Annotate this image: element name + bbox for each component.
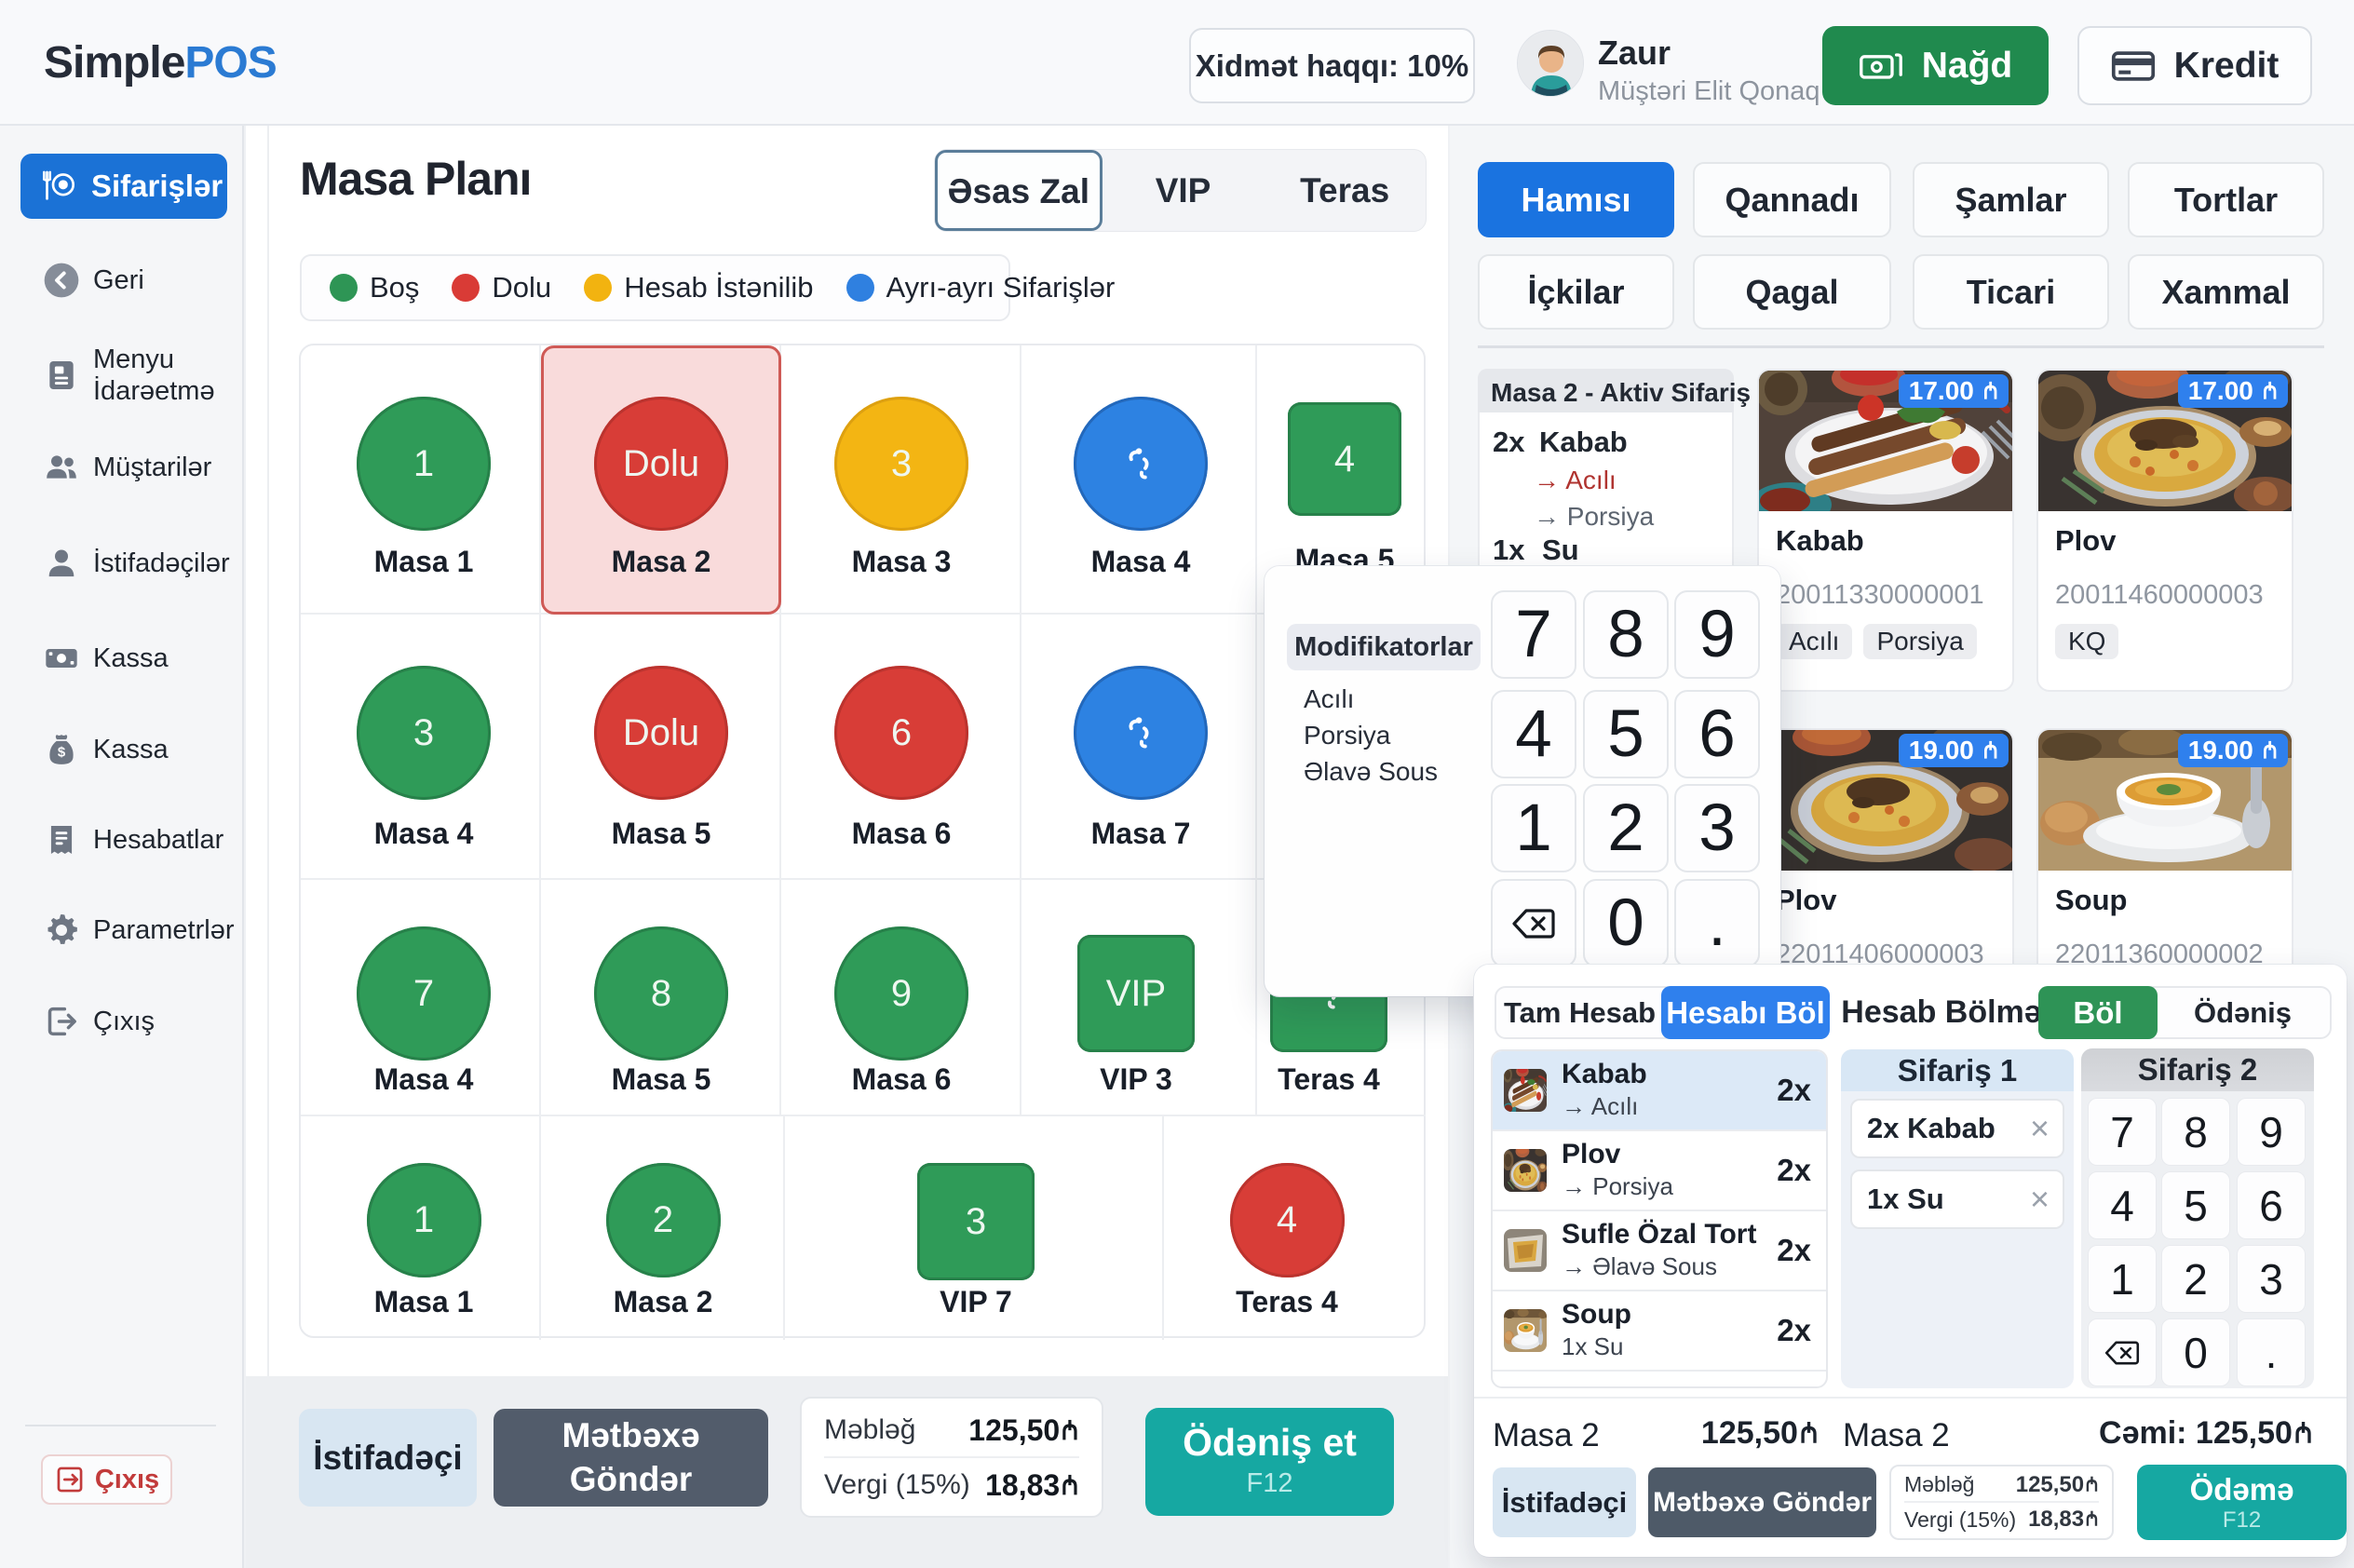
svg-text:$: $ [58, 745, 66, 761]
